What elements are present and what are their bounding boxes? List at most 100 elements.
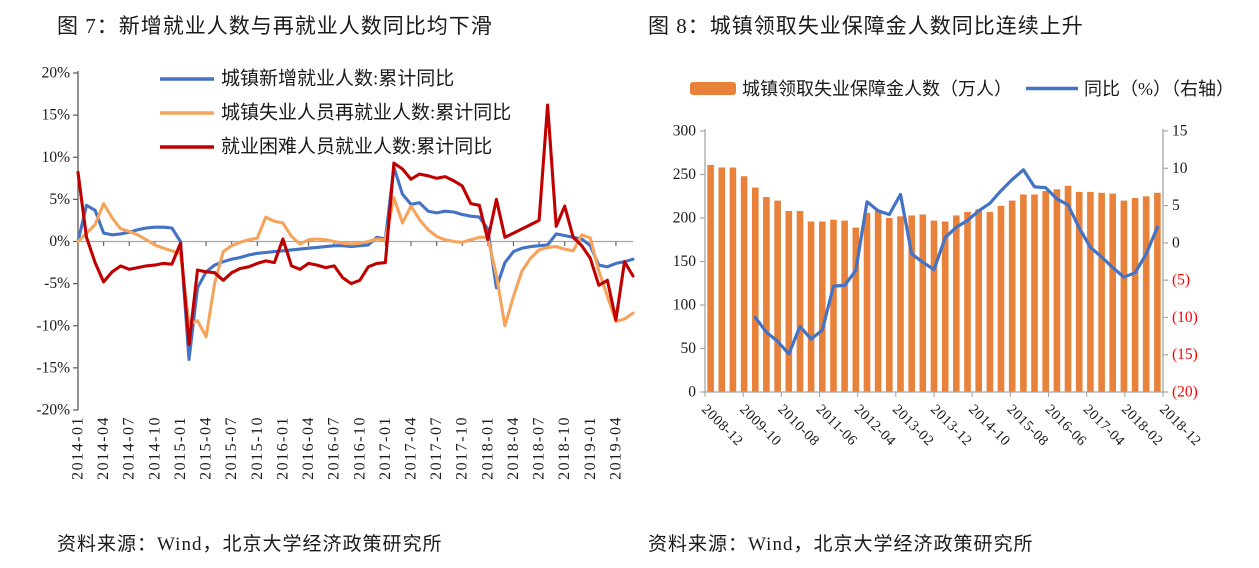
fig8-left-axis: 300 250 200 150 100 50 0 xyxy=(673,123,706,401)
fig7-x-tick-label: 2018-01 xyxy=(479,416,496,480)
fig8-bar xyxy=(930,220,938,392)
fig7-x-tick-label: 2016-04 xyxy=(300,416,317,480)
fig7-x-tick-label: 2017-07 xyxy=(428,416,445,480)
fig8-bar xyxy=(964,211,971,392)
svg-text:5%: 5% xyxy=(49,191,70,208)
svg-text:-10%: -10% xyxy=(36,317,70,334)
svg-text:10: 10 xyxy=(1172,160,1188,177)
fig7-x-tick-label: 2015-04 xyxy=(198,416,215,480)
svg-text:-5%: -5% xyxy=(44,275,70,292)
fig7-legend-label-1: 城镇失业人员再就业人数:累计同比 xyxy=(221,102,511,124)
fig8-x-tick-label: 2010-08 xyxy=(775,402,823,450)
svg-text:15%: 15% xyxy=(42,107,71,124)
svg-text:0%: 0% xyxy=(49,233,70,250)
svg-text:(15): (15) xyxy=(1172,346,1198,363)
fig7-x-tick-label: 2016-10 xyxy=(351,416,368,480)
svg-text:(5): (5) xyxy=(1172,272,1190,289)
fig7-y-axis: 20% 15% 10% 5% 0% -5% -10% -15% -20% xyxy=(36,65,79,419)
fig8-bar xyxy=(752,187,759,392)
fig7-x-tick-label: 2018-10 xyxy=(556,416,573,480)
figure-8-source: 资料来源：Wind，北京大学经济政策研究所 xyxy=(648,534,1034,555)
fig8-bar xyxy=(707,164,714,392)
fig8-bar xyxy=(774,200,781,392)
fig8-bar xyxy=(1075,191,1083,392)
fig8-x-tick-label: 2014-10 xyxy=(965,402,1013,450)
fig8-bar xyxy=(986,211,994,392)
fig8-bar xyxy=(740,176,748,392)
fig7-x-tick-label: 2015-01 xyxy=(172,416,189,480)
fig8-bar xyxy=(1109,193,1116,392)
fig8-bar xyxy=(908,215,915,392)
fig8-bar xyxy=(886,218,893,392)
fig8-bar xyxy=(1120,200,1128,392)
fig7-x-tick-label: 2014-04 xyxy=(95,416,112,480)
svg-text:250: 250 xyxy=(673,166,697,183)
fig8-bar xyxy=(1053,189,1061,392)
fig8-bar xyxy=(997,205,1005,392)
fig8-bar xyxy=(1154,192,1161,392)
svg-text:300: 300 xyxy=(673,123,697,140)
fig8-bar xyxy=(941,221,949,392)
fig7-legend: 城镇新增就业人数:累计同比城镇失业人员再就业人数:累计同比就业困难人员就业人数:… xyxy=(160,68,511,158)
fig8-bar xyxy=(1008,200,1016,392)
fig8-x-tick-label: 2015-08 xyxy=(1004,402,1052,450)
fig8-x-axis: 2008-122009-102010-082011-062012-042013-… xyxy=(698,391,1204,450)
figure-7-title: 图 7：新增就业人数与再就业人数同比均下滑 xyxy=(57,14,493,38)
figure-8-combo-chart: 300250200150100500151050(5)(10)(15)(20)2… xyxy=(673,79,1234,450)
fig8-bar xyxy=(975,209,982,392)
fig7-x-tick-label: 2016-01 xyxy=(274,416,291,480)
svg-text:20%: 20% xyxy=(42,65,71,82)
fig7-x-tick-label: 2019-01 xyxy=(582,416,599,480)
fig8-bar xyxy=(807,221,815,392)
fig8-line-series xyxy=(753,168,1160,356)
fig8-bar xyxy=(1142,196,1150,393)
fig8-bar xyxy=(1098,192,1105,392)
fig7-series-0 xyxy=(76,165,635,361)
fig8-x-tick-label: 2013-02 xyxy=(889,402,937,450)
figure-7: 图 7：新增就业人数与再就业人数同比均下滑 20% 15% 10% 5% 0% -5% -1… xyxy=(36,14,635,555)
fig8-legend-bar-label: 城镇领取失业保障金人数（万人） xyxy=(742,79,1012,99)
fig7-x-tick-label: 2014-07 xyxy=(121,416,138,480)
fig8-bar xyxy=(1064,185,1072,392)
fig8-bar xyxy=(729,167,737,392)
svg-text:100: 100 xyxy=(673,297,697,314)
svg-text:(20): (20) xyxy=(1172,384,1198,401)
figure-8: 图 8：城镇领取失业保障金人数同比连续上升 300 250 200 150 100 50 0… xyxy=(640,0,1259,568)
fig8-x-tick-label: 2011-06 xyxy=(813,402,861,450)
fig7-legend-label-0: 城镇新增就业人数:累计同比 xyxy=(221,68,454,90)
svg-text:50: 50 xyxy=(681,340,697,357)
fig8-bar xyxy=(763,197,770,392)
fig8-bar xyxy=(1087,191,1094,392)
fig8-bar xyxy=(841,220,848,392)
fig7-x-tick-label: 2015-10 xyxy=(249,416,266,480)
fig8-legend: 城镇领取失业保障金人数（万人） 同比（%）（右轴） xyxy=(690,79,1234,99)
svg-text:-20%: -20% xyxy=(36,402,70,419)
fig7-x-tick-label: 2018-07 xyxy=(531,416,548,480)
fig8-x-tick-label: 2016-06 xyxy=(1042,402,1090,450)
fig8-x-tick-label: 2018-02 xyxy=(1118,402,1166,450)
fig8-bar xyxy=(1020,194,1027,392)
fig8-bar xyxy=(1031,194,1038,392)
fig7-x-tick-label: 2019-04 xyxy=(607,416,624,480)
fig8-x-tick-label: 2009-10 xyxy=(736,402,784,450)
svg-text:5: 5 xyxy=(1172,197,1180,214)
fig8-bar xyxy=(953,215,960,392)
figure-8-title: 图 8：城镇领取失业保障金人数同比连续上升 xyxy=(648,14,1084,38)
fig7-series-1 xyxy=(76,196,635,339)
fig8-bar-series xyxy=(707,164,1161,393)
svg-text:0: 0 xyxy=(688,384,696,401)
svg-text:15: 15 xyxy=(1172,123,1188,140)
fig7-x-axis: 2014-01 2014-04 2014-07 2014-10 2015-01 2015-… xyxy=(70,240,633,480)
fig8-bar xyxy=(863,212,871,392)
fig7-x-tick-label: 2018-04 xyxy=(505,416,522,480)
fig8-bar xyxy=(819,221,826,392)
svg-text:(10): (10) xyxy=(1172,309,1198,326)
fig8-bar xyxy=(830,219,837,392)
fig8-legend-bar-swatch xyxy=(690,82,736,95)
fig8-bar xyxy=(796,211,804,392)
fig8-legend-line-label: 同比（%）（右轴） xyxy=(1084,79,1234,99)
fig8-x-tick-label: 2008-12 xyxy=(698,402,746,450)
fig7-x-tick-label: 2014-01 xyxy=(70,416,87,480)
fig8-right-axis: 15 10 5 0 (5) (10) (15) (20) xyxy=(1162,123,1198,401)
